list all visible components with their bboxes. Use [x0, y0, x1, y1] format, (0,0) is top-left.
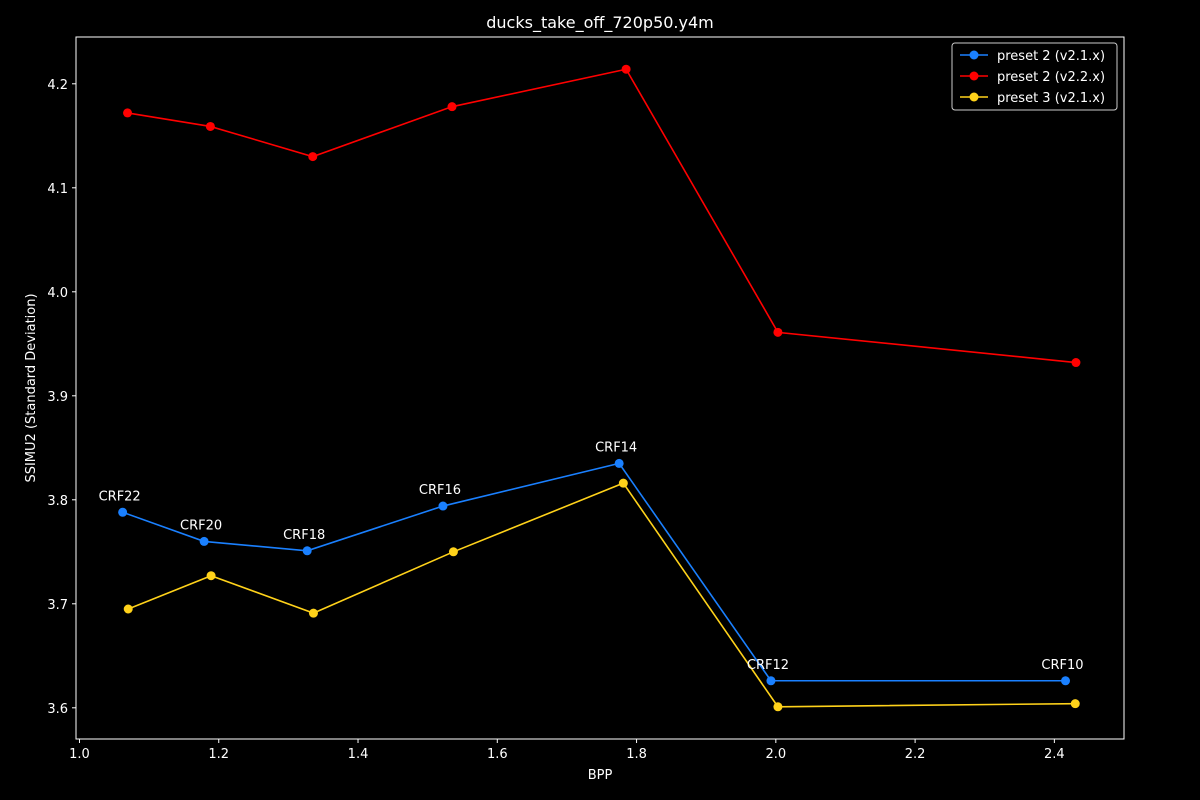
crf-annotation: CRF16 — [419, 483, 461, 498]
data-point — [302, 546, 312, 556]
data-point — [308, 152, 318, 162]
data-point — [773, 702, 783, 712]
data-point — [448, 547, 458, 557]
x-tick-label: 1.6 — [487, 747, 508, 762]
data-point — [1070, 699, 1080, 709]
x-tick-label: 2.0 — [765, 747, 786, 762]
y-tick-label: 3.9 — [47, 390, 68, 405]
series-layer — [118, 64, 1081, 712]
crf-annotation: CRF22 — [99, 489, 141, 504]
legend-swatch-marker — [969, 50, 979, 60]
y-tick-label: 4.2 — [47, 78, 68, 93]
data-point — [308, 608, 318, 618]
x-tick-label: 1.8 — [626, 747, 647, 762]
x-tick-label: 1.4 — [348, 747, 369, 762]
data-point — [618, 478, 628, 488]
legend: preset 2 (v2.1.x) preset 2 (v2.2.x) preset… — [951, 42, 1118, 111]
data-point — [123, 604, 133, 614]
data-point — [447, 102, 457, 112]
x-tick-label: 1.0 — [69, 747, 90, 762]
x-axis-label: BPP — [588, 768, 613, 783]
crf-annotation: CRF12 — [747, 658, 789, 673]
y-tick-label: 4.0 — [47, 286, 68, 301]
data-point — [206, 571, 216, 581]
data-point — [199, 536, 209, 546]
y-tick-label: 4.1 — [47, 182, 68, 197]
legend-swatch-marker — [969, 92, 979, 102]
data-point — [118, 507, 128, 517]
data-point — [1061, 676, 1071, 686]
y-axis: 3.6 3.7 3.8 3.9 4.0 4.1 4.2 — [47, 78, 76, 717]
y-tick-label: 3.7 — [47, 598, 68, 613]
data-point — [1071, 358, 1081, 368]
plot-area — [75, 36, 1125, 740]
data-point — [766, 676, 776, 686]
crf-annotation: CRF20 — [180, 518, 222, 533]
series-line — [122, 462, 1066, 682]
series-line — [127, 482, 1076, 708]
data-point — [621, 64, 631, 74]
data-point — [123, 108, 133, 118]
legend-swatch-marker — [969, 71, 979, 81]
annotation-layer: CRF22 CRF20 CRF18 CRF16 CRF14 CRF12 CRF10 — [99, 440, 1084, 672]
y-tick-label: 3.8 — [47, 494, 68, 509]
crf-annotation: CRF18 — [283, 528, 325, 543]
plot-frame — [75, 36, 1125, 740]
y-axis-label: SSIMU2 (Standard Deviation) — [24, 293, 39, 482]
x-tick-label: 2.2 — [905, 747, 926, 762]
series-line — [127, 68, 1077, 364]
data-point — [773, 327, 783, 337]
x-axis: 1.0 1.2 1.4 1.6 1.8 2.0 2.2 2.4 — [69, 739, 1065, 762]
legend-label: preset 3 (v2.1.x) — [997, 91, 1105, 106]
x-tick-label: 1.2 — [208, 747, 229, 762]
chart-title: ducks_take_off_720p50.y4m — [486, 13, 714, 33]
data-point — [205, 121, 215, 131]
legend-box — [951, 42, 1118, 111]
crf-annotation: CRF14 — [595, 440, 637, 455]
x-tick-label: 2.4 — [1044, 747, 1065, 762]
y-tick-label: 3.6 — [47, 702, 68, 717]
legend-label: preset 2 (v2.2.x) — [997, 70, 1105, 85]
data-point — [438, 501, 448, 511]
crf-annotation: CRF10 — [1041, 658, 1083, 673]
data-point — [614, 458, 624, 468]
legend-label: preset 2 (v2.1.x) — [997, 49, 1105, 64]
